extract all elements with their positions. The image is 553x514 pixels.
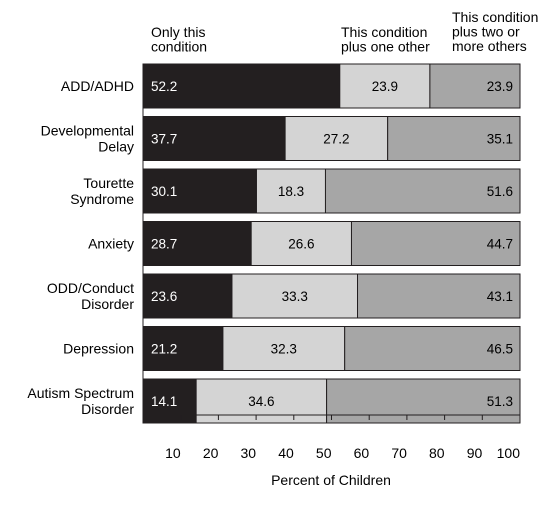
x-tick-label: 90 — [467, 445, 483, 461]
data-label: 18.3 — [278, 184, 304, 199]
bar-segment-series-1 — [142, 168, 257, 214]
bar-segment-series-2 — [284, 116, 389, 161]
series-header-1-line-1: Only this — [151, 24, 205, 40]
data-label: 14.1 — [151, 394, 177, 409]
x-tick-label: 20 — [203, 445, 219, 461]
data-label: 33.3 — [282, 289, 308, 304]
bar-segment-series-2 — [231, 273, 359, 319]
bar-row: ADD/ADHD 52.2 23.9 23.9 — [61, 63, 521, 109]
bar-segment-series-3 — [344, 326, 521, 371]
x-tick-label: 50 — [316, 445, 332, 461]
category-label: Autism Spectrum — [27, 385, 134, 401]
data-label: 23.9 — [372, 79, 398, 94]
data-label: 26.6 — [288, 236, 314, 251]
data-label: 23.9 — [487, 79, 513, 94]
data-label: 21.2 — [151, 341, 177, 356]
series-header-2-line-1: This condition — [341, 24, 427, 40]
bar-segment-series-3 — [429, 63, 521, 109]
data-label: 46.5 — [487, 341, 513, 356]
bar-segment-series-1 — [142, 273, 233, 319]
x-axis-title: Percent of Children — [271, 472, 391, 488]
data-label: 43.1 — [487, 289, 513, 304]
bar-segment-series-2 — [195, 378, 328, 424]
category-label: Disorder — [81, 401, 134, 417]
category-label: Anxiety — [88, 235, 134, 251]
category-label: Tourette — [83, 175, 134, 191]
bar-segment-series-3 — [357, 273, 521, 319]
data-label: 51.6 — [487, 184, 513, 199]
x-axis: 10 20 30 40 50 60 70 80 90 100 Percent of Children — [142, 64, 521, 488]
bar-segment-series-2 — [250, 221, 352, 266]
data-label: 51.3 — [487, 394, 513, 409]
data-label: 28.7 — [151, 236, 177, 251]
data-label: 32.3 — [271, 341, 297, 356]
category-label: Delay — [98, 138, 134, 154]
bar-segment-series-3 — [326, 378, 521, 424]
category-label: Developmental — [41, 122, 134, 138]
x-tick-label: 100 — [497, 445, 521, 461]
data-label: 23.6 — [151, 289, 177, 304]
data-label: 35.1 — [487, 131, 513, 146]
x-tick-label: 40 — [278, 445, 294, 461]
bar-segment-series-3 — [324, 168, 521, 214]
series-header-3-line-2: plus two or — [452, 24, 520, 40]
data-label: 52.2 — [151, 79, 177, 94]
x-tick-label: 80 — [429, 445, 445, 461]
x-tick-label: 10 — [165, 445, 181, 461]
data-label: 34.6 — [248, 394, 274, 409]
bar-segment-series-2 — [222, 326, 346, 371]
category-label: ADD/ADHD — [61, 78, 134, 94]
series-header-2-line-2: plus one other — [341, 39, 430, 55]
bar-row: Anxiety 28.7 26.6 44.7 — [88, 221, 521, 266]
bar-segment-series-2 — [339, 63, 431, 109]
bar-segment-series-3 — [350, 221, 521, 266]
bar-segment-series-2 — [255, 168, 326, 214]
category-label: Syndrome — [70, 191, 134, 207]
data-label: 27.2 — [323, 131, 349, 146]
series-header-3-line-1: This condition — [452, 9, 538, 25]
bar-row: Depression 21.2 32.3 46.5 — [63, 326, 521, 371]
data-label: 30.1 — [151, 184, 177, 199]
x-tick-label: 30 — [241, 445, 257, 461]
category-label: ODD/Conduct — [47, 280, 134, 296]
series-header-1-line-2: condition — [151, 39, 207, 55]
data-label: 44.7 — [487, 236, 513, 251]
x-tick-label: 70 — [391, 445, 407, 461]
series-header-3-line-3: more others — [452, 38, 527, 54]
category-label: Disorder — [81, 296, 134, 312]
bar-segment-series-1 — [142, 326, 224, 371]
bar-segment-series-3 — [387, 116, 521, 161]
bar-segment-series-1 — [142, 221, 252, 266]
category-label: Depression — [63, 340, 134, 356]
data-label: 37.7 — [151, 131, 177, 146]
x-tick-label: 60 — [354, 445, 370, 461]
bar-segment-series-1 — [142, 378, 197, 424]
